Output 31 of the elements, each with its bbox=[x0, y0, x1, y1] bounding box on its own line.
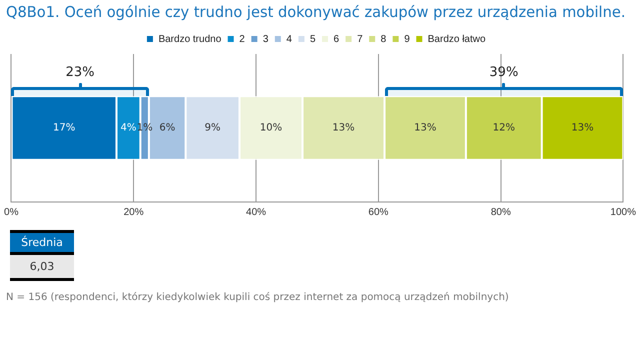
legend-label: 3 bbox=[262, 34, 269, 45]
band-label: 39% bbox=[488, 65, 520, 80]
chart-title: Q8Bo1. Oceń ogólnie czy trudno jest dokonywać zakupów przez urządzenia mobilne. bbox=[6, 4, 626, 21]
data-label: 13% bbox=[571, 122, 594, 134]
x-tick-label: 0% bbox=[4, 206, 19, 218]
legend-label: 9 bbox=[404, 34, 410, 45]
legend-label: Bardzo trudno bbox=[158, 34, 222, 45]
legend-label: 6 bbox=[334, 34, 340, 45]
x-tick-label: 100% bbox=[610, 206, 636, 218]
text: N = 156 (respondenci, którzy kiedykolwiek kupili coś przez internet za pomocą urządzeń mobilnych) bbox=[6, 292, 509, 303]
data-label: 13% bbox=[414, 122, 436, 134]
legend-label: 7 bbox=[357, 34, 364, 45]
legend-label: Bardzo łatwo bbox=[428, 34, 486, 45]
data-label: 13% bbox=[332, 122, 355, 134]
band-label: 23% bbox=[64, 65, 96, 80]
data-label: 17% bbox=[52, 122, 76, 134]
data-label: 12% bbox=[492, 122, 515, 134]
legend-label: 2 bbox=[239, 34, 246, 45]
data-label: 9% bbox=[204, 122, 221, 134]
data-label: 6% bbox=[159, 122, 176, 134]
x-tick-label: 40% bbox=[246, 206, 266, 218]
x-tick-label: 20% bbox=[124, 206, 144, 218]
x-tick-label: 60% bbox=[368, 206, 389, 218]
legend-label: 4 bbox=[286, 34, 292, 45]
data-label: 4% bbox=[120, 122, 136, 134]
data-label: 10% bbox=[260, 122, 282, 134]
text: 6,03 bbox=[10, 254, 74, 280]
legend-label: 5 bbox=[310, 34, 316, 45]
x-tick-label: 80% bbox=[490, 206, 511, 218]
text: Średnia bbox=[10, 232, 74, 254]
legend-label: 8 bbox=[380, 34, 387, 45]
